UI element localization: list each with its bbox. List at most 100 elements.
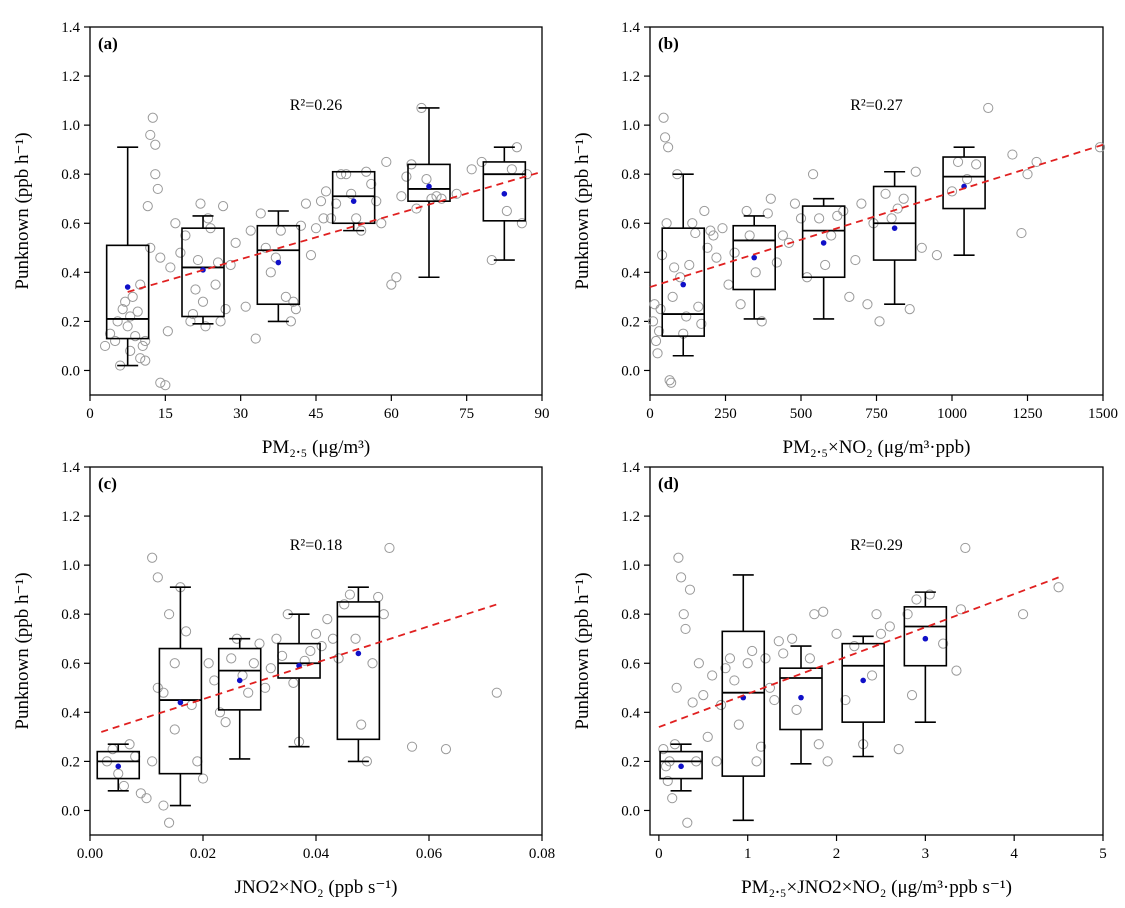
scatter-point (751, 756, 762, 767)
scatter-point (955, 604, 966, 615)
scatter-point (771, 257, 782, 268)
scatter-point (376, 218, 387, 229)
box-iqr (256, 224, 301, 306)
scatter-point (773, 636, 784, 647)
x-tick-label: 1250 (1013, 406, 1043, 422)
scatter-point (212, 257, 224, 268)
box-iqr (721, 630, 766, 777)
plot-frame (649, 26, 1104, 396)
scatter-point (371, 196, 382, 207)
scatter-point (809, 609, 820, 620)
scatter-point (702, 242, 713, 253)
scatter-point (675, 572, 687, 583)
panel-tag: (b) (658, 34, 679, 53)
scatter-point (300, 198, 312, 209)
scatter-point (336, 169, 347, 180)
y-tick-label: 0.6 (61, 216, 80, 232)
scatter-point (130, 331, 141, 342)
scatter-point (898, 193, 909, 204)
box-iqr (331, 170, 376, 225)
box-mean-marker (177, 699, 184, 706)
box-mean-marker (680, 281, 687, 288)
box-iqr (841, 642, 885, 723)
scatter-point (160, 380, 171, 391)
y-tick-label: 0.0 (621, 363, 640, 379)
scatter-point (162, 326, 173, 337)
x-tick-label: 60 (384, 406, 399, 422)
y-tick-label: 0.2 (621, 314, 640, 330)
scatter-point (673, 552, 684, 563)
scatter-point (288, 296, 299, 307)
scatter-point (187, 308, 199, 320)
scatter-point (892, 203, 903, 214)
scatter-point (145, 242, 156, 253)
scatter-point (647, 316, 659, 327)
scatter-point (466, 164, 477, 175)
scatter-point (729, 247, 740, 258)
scatter-point (325, 213, 337, 224)
scatter-point (406, 741, 418, 752)
scatter-point (99, 340, 111, 352)
scatter-point (902, 609, 913, 620)
y-tick-label: 1.4 (621, 460, 640, 476)
scatter-point (411, 203, 422, 214)
box-iqr (801, 205, 846, 279)
scatter-point (260, 242, 271, 253)
scatter-point (117, 304, 128, 315)
scatter-point (366, 178, 377, 190)
box-mean-marker (236, 677, 243, 684)
scatter-point (316, 640, 327, 652)
scatter-point (762, 208, 773, 219)
box-iqr (482, 161, 527, 222)
panel-a: 0.0 0.2 0.4 0.6 0.8 1.0 1.2 1.4 0 15 30 45 60 75 90 (a)… (12, 20, 550, 458)
scatter-point (698, 690, 709, 701)
scatter-point (164, 609, 175, 620)
scatter-point (838, 205, 849, 217)
scatter-point (254, 638, 265, 649)
scatter-point (305, 250, 317, 261)
y-tick-label: 0.8 (61, 607, 80, 623)
x-tick-label: 3 (922, 846, 930, 862)
x-tick-label: 250 (714, 406, 737, 422)
box-mean-marker (355, 650, 362, 657)
scatter-point (275, 225, 286, 236)
scatter-point (866, 670, 878, 681)
scatter-point (660, 132, 671, 143)
scatter-point (684, 584, 696, 595)
scatter-point (1017, 609, 1029, 620)
scatter-point (220, 717, 231, 728)
scatter-point (822, 756, 833, 767)
y-axis-title: Punknown (ppb h⁻¹) (12, 132, 33, 289)
scatter-point (226, 653, 237, 664)
y-tick-label: 0.2 (61, 314, 80, 330)
scatter-point (702, 731, 713, 742)
scatter-point (320, 186, 332, 197)
scatter-point (693, 658, 704, 669)
scatter-point (192, 254, 204, 266)
x-axis-title: PM₂.₅×NO₂ (μg/m³·ppb) (783, 437, 971, 458)
scatter-point (666, 377, 677, 388)
scatter-point (720, 663, 731, 674)
regression-line (101, 603, 498, 733)
scatter-point (750, 267, 761, 278)
x-tick-label: 0 (646, 406, 654, 422)
scatter-point (118, 780, 130, 792)
scatter-point (125, 311, 136, 322)
r-squared-annotation: R²=0.26 (290, 97, 343, 114)
scatter-point (190, 284, 201, 295)
x-tick-label: 0 (86, 406, 94, 422)
scatter-point (125, 345, 136, 356)
scatter-point (747, 645, 758, 657)
scatter-point (741, 205, 752, 217)
box-mean-marker (275, 259, 282, 266)
scatter-point (209, 675, 220, 686)
scatter-point (197, 296, 209, 307)
x-tick-label: 500 (790, 406, 813, 422)
scatter-point (911, 594, 922, 605)
scatter-point (813, 739, 824, 750)
scatter-point (684, 259, 695, 271)
box-mean-marker (751, 254, 757, 261)
scatter-point (491, 687, 502, 698)
scatter-point (1016, 227, 1027, 239)
scatter-point (155, 252, 166, 263)
